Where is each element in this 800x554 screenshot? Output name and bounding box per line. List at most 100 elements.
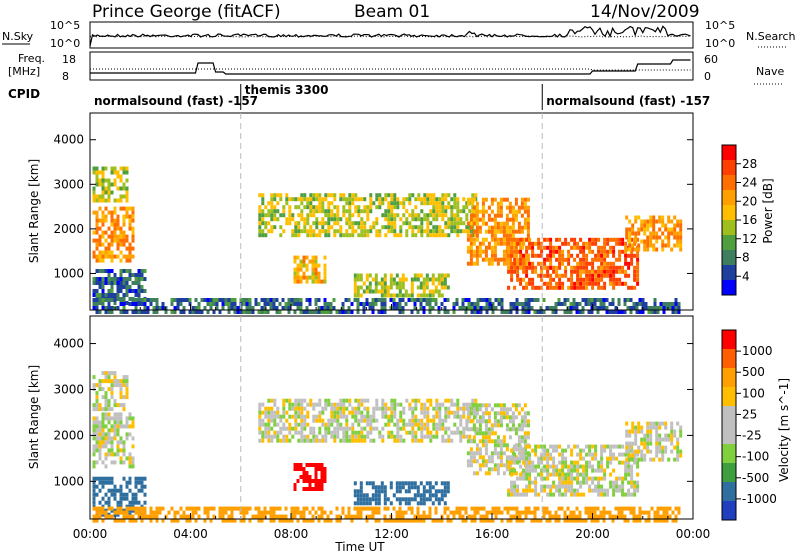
- echo-cell: [209, 506, 213, 511]
- echo-cell: [482, 514, 486, 519]
- echo-cell: [393, 402, 397, 407]
- echo-cell: [599, 302, 603, 306]
- echo-cell: [393, 422, 397, 427]
- echo-cell: [555, 273, 559, 278]
- echo-cell: [631, 243, 635, 248]
- echo-cell: [101, 506, 105, 511]
- echo-cell: [299, 310, 303, 314]
- echo-cell: [297, 205, 301, 210]
- echo-cell: [122, 238, 126, 243]
- echo-cell: [525, 237, 529, 242]
- echo-cell: [505, 443, 509, 448]
- echo-cell: [447, 225, 451, 230]
- echo-cell: [588, 273, 592, 278]
- echo-cell: [401, 277, 405, 282]
- echo-cell: [296, 302, 300, 306]
- echo-cell: [636, 460, 640, 465]
- echo-cell: [612, 488, 616, 493]
- echo-cell: [469, 439, 473, 444]
- echo-cell: [131, 246, 135, 251]
- echo-cell: [258, 221, 262, 226]
- echo-cell: [602, 306, 606, 310]
- echo-cell: [419, 481, 423, 486]
- echo-cell: [470, 514, 474, 519]
- echo-cell: [380, 298, 384, 302]
- echo-cell: [679, 429, 683, 434]
- echo-cell: [563, 302, 567, 306]
- echo-cell: [95, 289, 99, 293]
- echo-cell: [311, 506, 315, 511]
- echo-cell: [456, 217, 460, 222]
- echo-cell: [339, 225, 343, 230]
- echo-cell: [627, 273, 631, 278]
- echo-cell: [119, 395, 123, 400]
- echo-cell: [647, 510, 651, 515]
- echo-cell: [330, 414, 334, 419]
- echo-cell: [510, 269, 514, 274]
- echo-cell: [362, 497, 366, 502]
- echo-cell: [554, 310, 558, 314]
- echo-cell: [425, 489, 429, 494]
- echo-cell: [413, 302, 417, 306]
- echo-cell: [520, 419, 524, 424]
- echo-cell: [335, 310, 339, 314]
- echo-cell: [95, 277, 99, 281]
- echo-cell: [594, 257, 598, 262]
- echo-cell: [537, 464, 541, 469]
- echo-cell: [333, 418, 337, 423]
- echo-cell: [558, 273, 562, 278]
- echo-cell: [638, 506, 642, 511]
- echo-cell: [227, 518, 231, 523]
- echo-cell: [384, 406, 388, 411]
- echo-cell: [218, 298, 222, 302]
- echo-cell: [655, 219, 659, 224]
- echo-cell: [384, 217, 388, 222]
- echo-cell: [113, 383, 117, 388]
- echo-cell: [353, 506, 357, 511]
- echo-cell: [305, 298, 309, 302]
- echo-cell: [291, 414, 295, 419]
- echo-cell: [317, 467, 321, 471]
- echo-cell: [321, 197, 325, 202]
- echo-cell: [122, 310, 126, 314]
- echo-cell: [499, 201, 503, 206]
- echo-cell: [305, 487, 309, 491]
- echo-cell: [446, 481, 450, 486]
- echo-cell: [362, 506, 366, 511]
- echo-cell: [579, 484, 583, 489]
- echo-cell: [481, 197, 485, 202]
- echo-cell: [185, 298, 189, 302]
- echo-cell: [410, 285, 414, 290]
- echo-cell: [475, 245, 479, 250]
- echo-cell: [561, 448, 565, 453]
- echo-cell: [662, 302, 666, 306]
- echo-cell: [630, 253, 634, 258]
- echo-cell: [395, 481, 399, 486]
- echo-cell: [526, 411, 530, 416]
- echo-cell: [438, 205, 442, 210]
- echo-cell: [511, 447, 515, 452]
- echo-cell: [107, 194, 111, 199]
- echo-cell: [579, 261, 583, 266]
- echo-cell: [522, 452, 526, 457]
- echo-cell: [510, 237, 514, 242]
- echo-cell: [342, 410, 346, 415]
- echo-cell: [128, 250, 132, 255]
- echo-cell: [98, 226, 102, 231]
- echo-cell: [131, 289, 135, 293]
- echo-cell: [387, 217, 391, 222]
- echo-cell: [566, 306, 570, 310]
- echo-cell: [456, 410, 460, 415]
- echo-cell: [335, 518, 339, 523]
- echo-cell: [632, 302, 636, 306]
- echo-cell: [248, 506, 252, 511]
- echo-cell: [487, 415, 491, 420]
- echo-cell: [318, 221, 322, 226]
- echo-cell: [635, 310, 639, 314]
- echo-cell: [643, 445, 647, 450]
- echo-cell: [602, 302, 606, 306]
- echo-cell: [576, 261, 580, 266]
- echo-cell: [475, 459, 479, 464]
- colorbar-band: [722, 160, 736, 176]
- echo-cell: [401, 481, 405, 486]
